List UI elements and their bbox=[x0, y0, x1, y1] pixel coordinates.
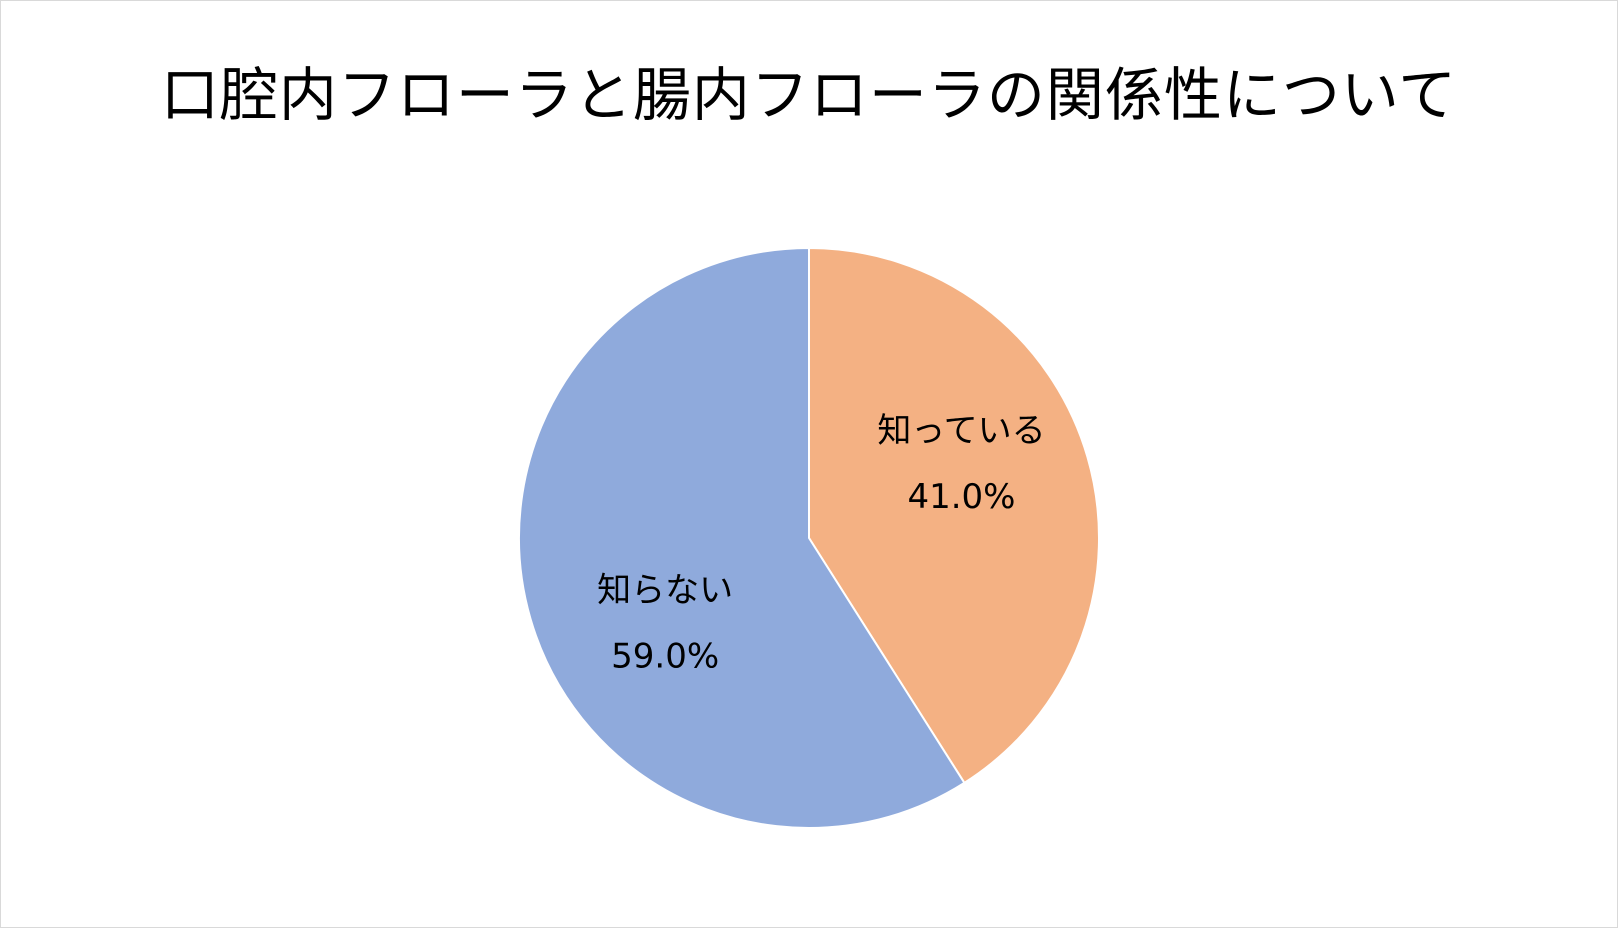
chart-title: 口腔内フローラと腸内フローラの関係性について bbox=[160, 61, 1458, 129]
slice-category-label: 知っている bbox=[877, 411, 1045, 451]
slice-category-label: 知らない bbox=[597, 570, 733, 610]
pie-slices bbox=[518, 246, 1100, 829]
pie-slice-1 bbox=[808, 246, 1100, 785]
pie-labels: 知っている 41.0% 知らない 59.0% bbox=[597, 411, 1045, 676]
slice-value-label: 59.0% bbox=[611, 636, 719, 676]
pie-slice-2 bbox=[518, 246, 966, 829]
slice-value-label: 41.0% bbox=[907, 477, 1015, 517]
